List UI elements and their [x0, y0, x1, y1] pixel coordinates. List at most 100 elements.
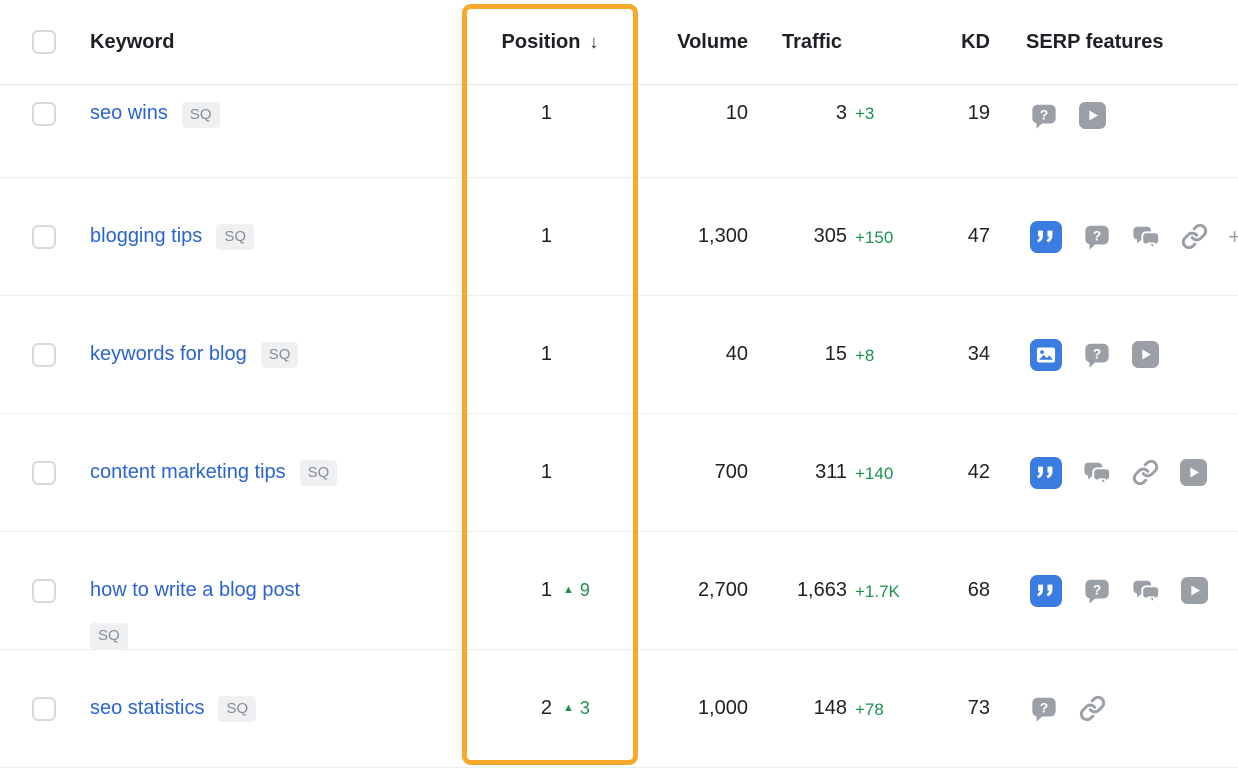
serp-features-cell: ? — [990, 650, 1238, 767]
traffic-value: 1,663 — [796, 579, 847, 601]
table-row: content marketing tips SQ 1 700 311 +140… — [0, 414, 1238, 532]
position-value: 2 — [540, 697, 552, 719]
svg-text:?: ? — [1093, 581, 1102, 597]
featured-snippet-icon — [1030, 456, 1062, 489]
traffic-cell: 148 +78 — [748, 650, 917, 767]
featured-snippet-icon — [1030, 574, 1062, 607]
volume-value: 10 — [725, 102, 748, 124]
keyword-cell: how to write a blog post SQ — [90, 532, 462, 649]
question-icon: ? — [1083, 341, 1111, 369]
position-change-value: 9 — [579, 580, 590, 600]
position-change-value: 3 — [579, 698, 590, 718]
table-header: Keyword Position ↓ Volume Traffic KD SER… — [0, 0, 1238, 85]
row-checkbox[interactable] — [32, 696, 56, 721]
kd-value: 47 — [967, 225, 990, 247]
keyword-cell: content marketing tips SQ — [90, 414, 462, 531]
volume-value: 1,000 — [697, 697, 748, 719]
row-checkbox[interactable] — [32, 342, 56, 367]
serp-features-cell: ? — [990, 178, 1238, 295]
table-row: keywords for blog SQ 1 40 15 +8 34 ? — [0, 296, 1238, 414]
traffic-change-value: +140 — [855, 463, 894, 483]
kd-value: 73 — [967, 697, 990, 719]
traffic-cell: 311 +140 — [748, 414, 917, 531]
table-row: seo statistics SQ 2 ▲ 3 1,000 148 +78 73… — [0, 650, 1238, 768]
svg-text:?: ? — [1040, 107, 1049, 123]
row-checkbox-cell — [0, 650, 90, 767]
serp-features-cell: ? — [990, 532, 1238, 649]
video-icon — [1180, 459, 1207, 486]
keyword-link[interactable]: keywords for blog — [90, 343, 247, 365]
volume-value: 40 — [725, 343, 748, 365]
serp-overflow-indicator: + — [1228, 223, 1238, 249]
table-row: blogging tips SQ 1 1,300 305 +150 47 ? + — [0, 178, 1238, 296]
column-header-serp-features[interactable]: SERP features — [1026, 30, 1164, 53]
select-all-checkbox[interactable] — [32, 30, 56, 54]
column-header-position[interactable]: Position ↓ — [462, 0, 638, 84]
keyword-link[interactable]: seo wins — [90, 102, 168, 124]
serp-features-cell — [990, 414, 1238, 531]
position-cell: 1 ▲ 9 — [462, 532, 638, 649]
traffic-change-value: +3 — [855, 104, 875, 123]
volume-value: 700 — [714, 461, 748, 483]
volume-value: 1,300 — [697, 225, 748, 247]
column-header-traffic[interactable]: Traffic — [782, 30, 843, 53]
up-arrow-icon: ▲ — [563, 702, 574, 714]
position-value: 1 — [540, 579, 552, 601]
row-checkbox[interactable] — [32, 460, 56, 485]
position-change: ▲ 3 — [563, 698, 590, 719]
discussions-icon — [1132, 577, 1160, 605]
traffic-value: 15 — [824, 343, 847, 365]
kd-value: 19 — [967, 102, 990, 124]
row-checkbox[interactable] — [32, 224, 56, 249]
keyword-cell: seo statistics SQ — [90, 650, 462, 767]
image-pack-icon — [1030, 338, 1062, 371]
video-icon — [1079, 102, 1106, 129]
traffic-change-value: +8 — [855, 345, 875, 365]
traffic-cell: 15 +8 — [748, 296, 917, 413]
keyword-cell: seo wins SQ — [90, 85, 462, 177]
keyword-link[interactable]: content marketing tips — [90, 461, 286, 483]
video-icon — [1132, 341, 1159, 368]
question-icon: ? — [1083, 223, 1111, 251]
volume-value: 2,700 — [697, 579, 748, 601]
keyword-cell: blogging tips SQ — [90, 178, 462, 295]
row-checkbox-cell — [0, 532, 90, 649]
video-icon — [1181, 577, 1208, 604]
keyword-link[interactable]: how to write a blog post — [90, 579, 301, 601]
svg-text:?: ? — [1093, 345, 1102, 361]
traffic-change-value: +78 — [855, 699, 884, 719]
column-header-keyword[interactable]: Keyword — [90, 30, 175, 53]
traffic-cell: 3 +3 — [748, 85, 917, 177]
row-checkbox-cell — [0, 296, 90, 413]
svg-text:?: ? — [1040, 699, 1049, 715]
row-checkbox[interactable] — [32, 578, 56, 603]
question-icon: ? — [1030, 102, 1058, 130]
header-checkbox-cell — [0, 0, 90, 84]
column-header-kd[interactable]: KD — [961, 30, 990, 53]
question-icon: ? — [1030, 695, 1058, 723]
up-arrow-icon: ▲ — [563, 584, 574, 596]
keyword-link[interactable]: seo statistics — [90, 697, 205, 719]
sq-badge: SQ — [218, 695, 257, 722]
link-icon — [1181, 223, 1208, 250]
table-row: how to write a blog post SQ 1 ▲ 9 2,700 … — [0, 532, 1238, 650]
position-value: 1 — [540, 102, 552, 124]
traffic-value: 305 — [813, 225, 847, 247]
traffic-change-value: +150 — [855, 227, 894, 247]
serp-features-cell: ? — [990, 85, 1238, 177]
keyword-link[interactable]: blogging tips — [90, 225, 203, 247]
position-value: 1 — [540, 343, 552, 365]
row-checkbox-cell — [0, 414, 90, 531]
table-body: seo wins SQ 1 10 3 +3 19 ? blogging tips… — [0, 85, 1238, 768]
row-checkbox-cell — [0, 85, 90, 177]
position-cell: 1 — [462, 178, 638, 295]
discussions-icon — [1132, 223, 1160, 251]
traffic-change-value: +1.7K — [855, 581, 900, 601]
discussions-icon — [1083, 459, 1111, 487]
sq-badge: SQ — [181, 102, 220, 128]
position-cell: 1 — [462, 414, 638, 531]
featured-snippet-icon — [1030, 220, 1062, 253]
column-header-volume[interactable]: Volume — [677, 30, 748, 53]
row-checkbox[interactable] — [32, 102, 56, 126]
